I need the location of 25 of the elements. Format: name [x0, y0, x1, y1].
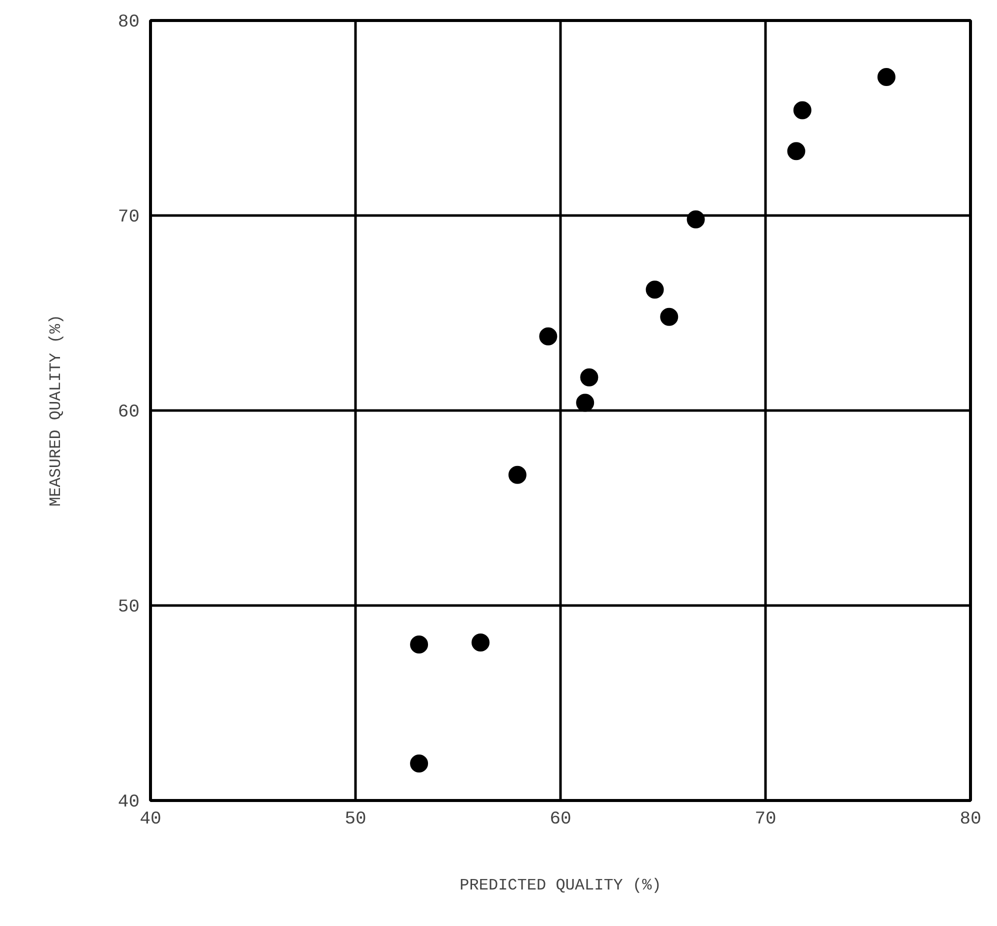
point [508, 466, 526, 484]
point [787, 142, 806, 160]
point [660, 308, 678, 326]
x-tick-label: 50 [344, 810, 366, 830]
point [877, 68, 896, 86]
y-tick-label: 70 [118, 208, 140, 228]
x-tick-label: 60 [550, 810, 572, 830]
point [686, 210, 705, 228]
point [576, 394, 594, 412]
point [472, 634, 490, 652]
point [793, 101, 812, 120]
point [410, 754, 428, 772]
x-tick-label: 40 [140, 810, 162, 830]
y-tick-label: 40 [118, 792, 140, 812]
x-tick-label: 70 [754, 810, 776, 830]
y-tick-label: 80 [118, 12, 140, 32]
point [580, 368, 598, 386]
y-tick-label: 60 [118, 402, 140, 422]
x-axis-title: PREDICTED QUALITY (%) [460, 876, 662, 894]
y-axis-title: MEASURED QUALITY (%) [46, 314, 65, 507]
y-tick-label: 50 [118, 598, 140, 618]
point [646, 280, 664, 299]
point [410, 636, 428, 654]
x-tick-label: 80 [960, 810, 982, 830]
point [539, 327, 558, 346]
